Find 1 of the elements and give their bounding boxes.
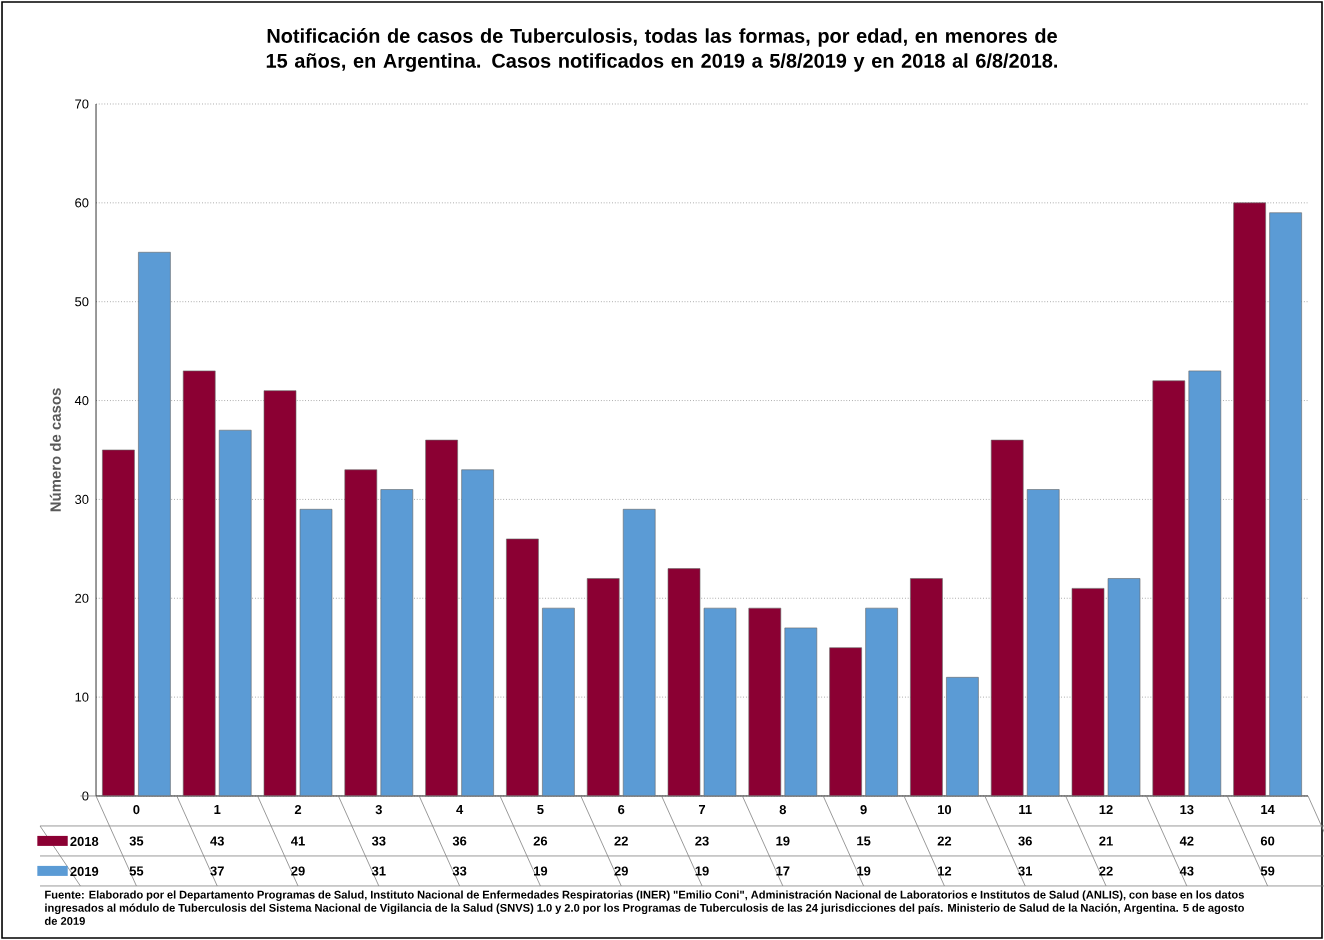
- chart-title: Notificación de casos de Tuberculosis, todas las formas, por edad, en menores de 15 años, en Argentina. Casos notificados en 2019 a 5/8/2019 y en 2018 al 6/8/2018.: [266, 28, 1058, 72]
